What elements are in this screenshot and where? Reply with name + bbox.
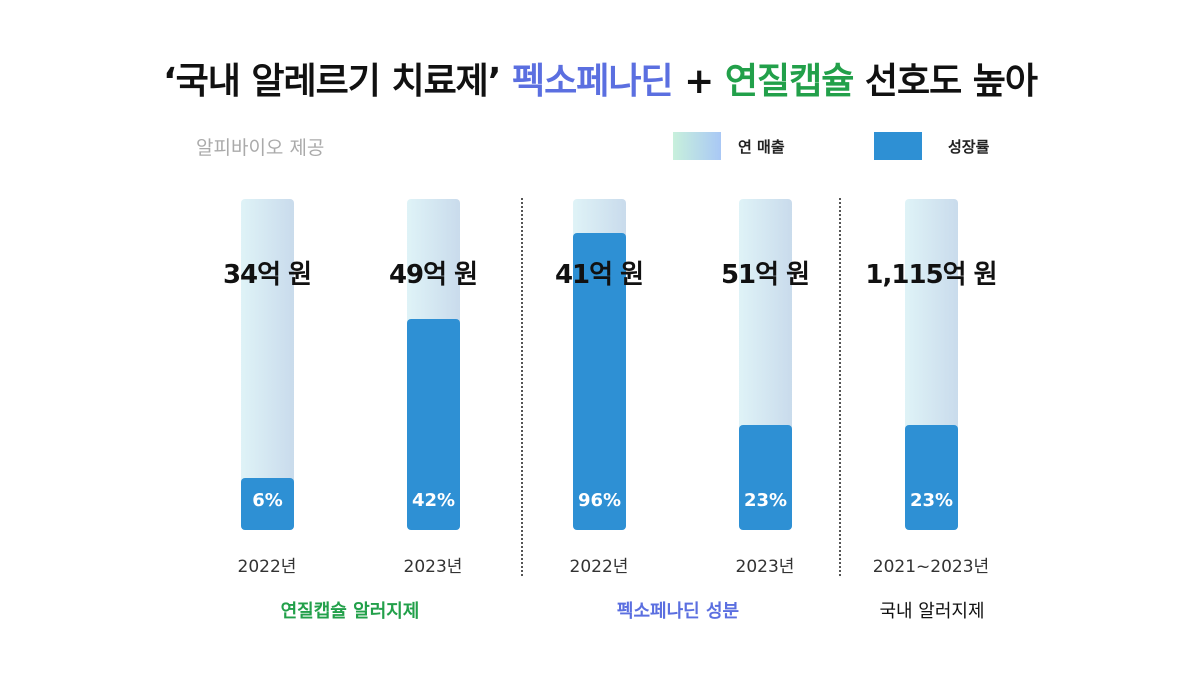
growth-label: 6% [252, 490, 283, 511]
growth-bar [573, 233, 626, 530]
year-label: 2023년 [403, 557, 463, 577]
source-credit: 알피바이오 제공 [196, 137, 325, 159]
title-plus: + [672, 61, 725, 102]
title-highlight-fexofenadine: 펙소페나딘 [512, 61, 674, 102]
group-divider [839, 198, 841, 576]
title-text-end: 선호도 높아 [853, 61, 1038, 102]
growth-bar [905, 425, 958, 530]
growth-bar [241, 478, 294, 530]
sales-label: 34억 원 [222, 260, 312, 290]
legend-label-growth: 성장률 [948, 138, 990, 156]
year-label: 2022년 [237, 557, 297, 577]
legend-label-sales: 연 매출 [738, 138, 785, 156]
sales-label: 49억 원 [388, 260, 478, 290]
title-text: ‘국내 알레르기 치료제’ [162, 61, 513, 102]
group-label: 펙소페나딘 성분 [616, 601, 740, 622]
growth-label: 96% [577, 490, 622, 511]
sales-label: 51억 원 [720, 260, 810, 290]
year-label: 2022년 [569, 557, 629, 577]
growth-bar [739, 425, 792, 530]
growth-label: 23% [743, 490, 788, 511]
growth-label: 42% [411, 490, 456, 511]
growth-label: 23% [909, 490, 954, 511]
sales-label: 41억 원 [554, 260, 644, 290]
group-label: 국내 알러지제 [879, 601, 985, 622]
group-label: 연질캡슐 알러지제 [280, 601, 420, 622]
group-divider [521, 198, 523, 576]
chart-title: ‘국내 알레르기 치료제’ 펙소페나딘 + 연질캡슐 선호도 높아 [0, 52, 1200, 104]
growth-bar [407, 319, 460, 530]
legend-swatch-sales [673, 132, 721, 160]
year-label: 2021~2023년 [872, 557, 990, 577]
title-highlight-softcapsule: 연질캡슐 [724, 61, 854, 102]
year-label: 2023년 [735, 557, 795, 577]
sales-bar [241, 199, 294, 530]
legend-swatch-growth [874, 132, 922, 160]
sales-label: 1,115억 원 [865, 260, 997, 290]
